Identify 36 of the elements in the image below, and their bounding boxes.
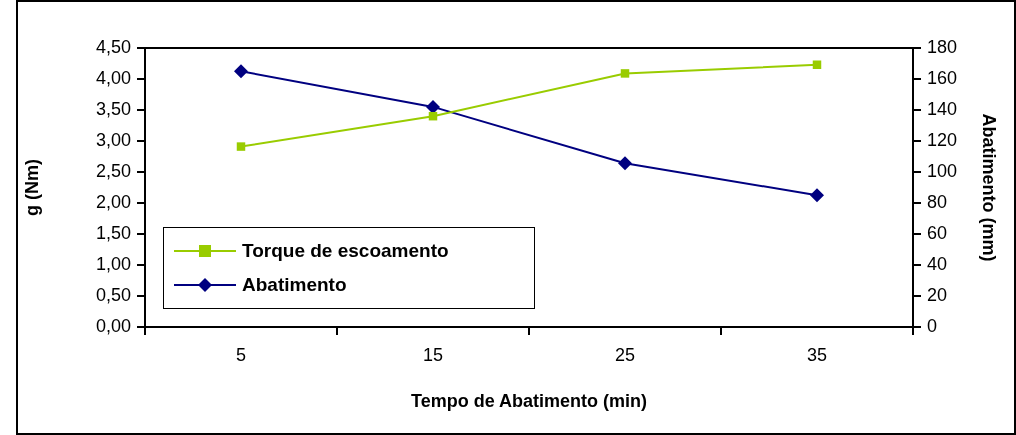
y2-tick-label: 60 [927,222,948,243]
y2-tick-label: 120 [927,129,958,150]
y-tick-label: 0,50 [95,284,131,305]
y2-axis-title: Abatimento (mm) [979,113,1000,262]
y-tick-label: 2,50 [95,160,131,181]
x-tick-label: 5 [235,344,247,365]
y-tick-label: 4,00 [95,67,131,88]
point [234,64,248,79]
y2-tick-label: 80 [927,191,948,212]
point [618,156,632,171]
y-tick-label: 3,50 [95,98,131,119]
y-tick-label: 0,00 [95,315,131,336]
point [426,99,440,114]
point [810,188,824,203]
y-tick-label: 1,00 [95,253,131,274]
y-tick-label: 2,00 [95,191,131,212]
y2-tick-label: 140 [927,98,958,119]
point [620,69,630,78]
y2-tick-label: 160 [927,67,958,88]
y2-tick-label: 20 [927,284,948,305]
y-tick-label: 3,00 [95,129,131,150]
x-axis-title: Tempo de Abatimento (min) [411,391,647,412]
legend-label: Torque de escoamento [242,240,449,262]
y2-tick-label: 100 [927,160,958,181]
point [812,60,822,69]
y-axis-title: g (Nm) [21,159,42,216]
point [236,142,246,151]
x-tick-label: 35 [806,344,828,365]
y-tick-label: 1,50 [95,222,131,243]
x-tick-label: 25 [614,344,636,365]
y2-tick-label: 40 [927,253,948,274]
x-tick-label: 15 [422,344,444,365]
y2-tick-label: 180 [927,36,958,57]
legend-label: Abatimento [242,274,347,296]
y-tick-label: 4,50 [95,36,131,57]
y2-tick-label: 0 [927,315,938,336]
